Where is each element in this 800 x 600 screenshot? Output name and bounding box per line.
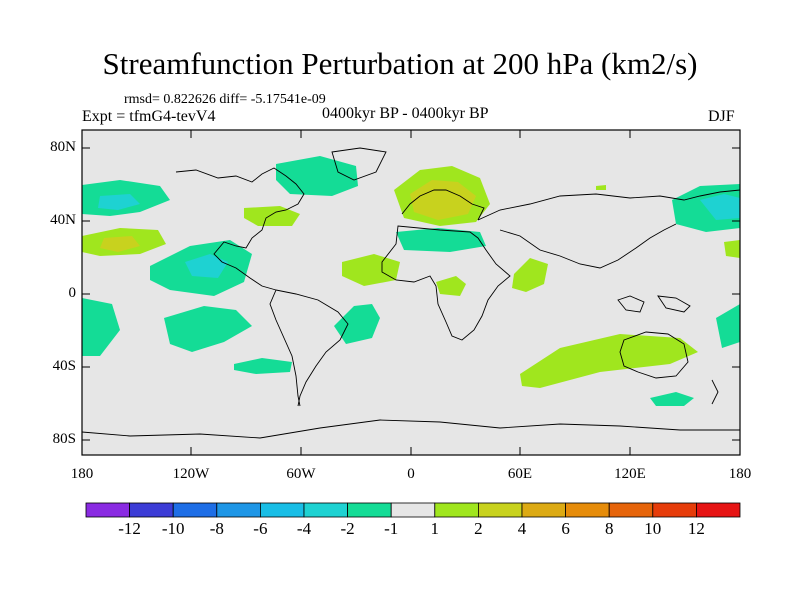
anomaly-pos-arabia [512,258,548,292]
anomaly-neg-npac-west-core [700,194,740,220]
colorbar-swatch [216,502,261,518]
colorbar-swatch [696,502,741,518]
colorbar-label: -8 [209,519,224,538]
anomaly-pos-atl [342,254,400,286]
colorbar-label: 4 [517,519,527,538]
anomaly-neg-satl [334,304,380,344]
anomaly-pos-usa [244,206,300,226]
lat-label-40s: 40S [52,358,76,374]
colorbar-swatch [85,502,130,518]
period-label: 0400kyr BP - 0400kyr BP [322,105,489,122]
lon-label-60e: 60E [507,466,533,482]
anomaly-neg-epac-core [185,254,228,278]
colorbar-swatch [608,502,654,518]
colorbar-label: -2 [340,519,355,538]
experiment-label: Expt = tfmG4-tevV4 [82,108,216,125]
colorbar-swatch [172,502,218,518]
anomaly-pos-small [596,185,606,190]
colorbar-label: 6 [561,519,570,538]
lon-label-120e: 120E [614,466,646,482]
colorbar-label: 8 [604,519,614,538]
lon-label-0: 0 [407,466,415,482]
anomaly-neg-eastpac-south [716,304,740,348]
anomaly-regions [82,156,740,406]
colorbar-swatch [565,502,610,518]
anomaly-neg-spac2 [164,306,252,352]
colorbar-swatch [347,502,392,518]
stats-label: rmsd= 0.822626 diff= -5.17541e-09 [124,92,326,107]
anomaly-neg-spac3 [234,358,292,374]
anomaly-pos-wpac [724,240,740,258]
anomaly-pos-indian [520,334,698,388]
lat-label-80s: 80S [52,431,76,447]
anomaly-neg-tasman [650,392,694,406]
colorbar-swatch [652,502,697,518]
colorbar [85,502,741,518]
colorbar-label: 2 [474,519,483,538]
anomaly-pos-npac-core [100,236,140,252]
lat-label-40n: 40N [50,212,76,228]
colorbar-label: -1 [384,519,399,538]
colorbar-swatch [434,502,479,518]
lon-label-60w: 60W [286,466,316,482]
lat-label-80n: 80N [50,139,76,155]
lat-label-0: 0 [68,285,77,301]
colorbar-label: -6 [253,519,268,538]
colorbar-swatch [521,502,566,518]
colorbar-label: -12 [118,519,141,538]
lon-label-180e: 180 [728,466,752,482]
colorbar-swatch [259,502,305,518]
colorbar-swatch [303,502,348,518]
axis-ticks [81,130,741,455]
lon-label-120w: 120W [172,466,210,482]
colorbar-label: -10 [161,519,185,538]
colorbar-swatch [129,502,174,518]
anomaly-pos-europe-core [410,180,476,220]
colorbar-label: 12 [687,519,705,538]
colorbar-label: 10 [644,519,662,538]
anomaly-neg-spac [82,298,120,356]
anomaly-pos-africa [436,276,466,296]
anomaly-neg-nafrica [396,228,486,252]
map-title: Streamfunction Perturbation at 200 hPa (… [102,46,698,81]
colorbar-label: 1 [430,519,440,538]
coastlines [81,147,741,439]
season-label: DJF [708,108,735,125]
anomaly-neg-npac-core [98,194,140,210]
lon-label-180w: 180 [70,466,94,482]
anomaly-neg-canada [276,156,358,196]
colorbar-swatch [390,502,436,518]
colorbar-label: -4 [296,519,312,538]
colorbar-swatch [477,502,523,518]
